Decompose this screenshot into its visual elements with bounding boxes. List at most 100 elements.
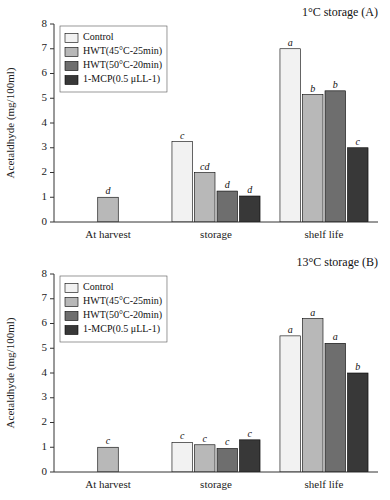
panel: 012345678dccdddabbcAt harveststorageshel… <box>4 5 378 240</box>
bar <box>194 445 215 472</box>
bar <box>194 173 215 223</box>
bar <box>348 148 369 222</box>
legend: ControlHWT(45°C-25min)HWT(50°C-20min)1-M… <box>60 26 167 92</box>
y-tick-label: 1 <box>42 440 48 452</box>
x-tick-label: shelf life <box>305 228 344 240</box>
y-tick <box>50 197 54 198</box>
bar-annotation: c <box>203 433 208 444</box>
x-tick-label: storage <box>200 228 232 240</box>
y-tick-label: 7 <box>42 291 48 303</box>
legend-swatch <box>65 326 78 335</box>
bar-annotation: c <box>180 130 185 141</box>
legend-swatch <box>65 34 78 43</box>
bar <box>172 442 193 472</box>
x-tick-label: At harvest <box>85 228 131 240</box>
y-tick <box>50 123 54 124</box>
y-tick <box>50 472 54 473</box>
page: {"chart_data": [ {"type": "bar", "title"… <box>0 0 390 500</box>
y-axis <box>54 274 55 472</box>
y-tick-label: 8 <box>42 17 48 29</box>
y-tick-label: 8 <box>42 267 48 279</box>
bar-annotation: c <box>356 136 361 147</box>
legend-swatch <box>65 284 78 293</box>
y-tick <box>50 397 54 398</box>
bar <box>280 49 301 222</box>
legend-frame <box>60 26 167 92</box>
y-tick <box>50 447 54 448</box>
legend-label: Control <box>83 281 114 292</box>
y-tick <box>50 48 54 49</box>
bar-annotation: cd <box>200 161 210 172</box>
bar-annotation: c <box>248 428 253 439</box>
legend-label: HWT(45°C-25min) <box>83 295 162 307</box>
bar <box>302 95 323 222</box>
bar-annotation: d <box>247 184 253 195</box>
bar-annotation: a <box>310 307 315 318</box>
bar <box>325 343 346 472</box>
bar <box>98 447 119 472</box>
bar <box>325 91 346 222</box>
y-tick-label: 4 <box>42 116 48 128</box>
title: 13°C storage (B) <box>297 255 378 269</box>
x-axis <box>54 472 378 473</box>
y-tick <box>50 147 54 148</box>
y-tick-label: 3 <box>42 140 48 152</box>
y-axis-label: Acetaldhyde (mg/100ml) <box>4 317 17 428</box>
bar-annotation: b <box>310 83 315 94</box>
bar-annotation: b <box>333 79 338 90</box>
y-tick <box>50 24 54 25</box>
y-tick <box>50 274 54 275</box>
legend-label: HWT(50°C-20min) <box>83 59 162 71</box>
bar <box>217 191 238 222</box>
y-tick <box>50 323 54 324</box>
y-tick-label: 2 <box>42 415 48 427</box>
x-tick-label: storage <box>200 478 232 490</box>
bar <box>348 373 369 472</box>
bar-annotation: a <box>288 37 293 48</box>
bar <box>240 440 261 472</box>
y-tick-label: 2 <box>42 165 48 177</box>
legend-swatch <box>65 312 78 321</box>
chart: 012345678dccdddabbcAt harveststorageshel… <box>0 0 390 500</box>
bar-annotation: c <box>180 430 185 441</box>
y-tick-label: 5 <box>42 91 48 103</box>
bar <box>280 336 301 472</box>
title: 1°C storage (A) <box>302 5 378 19</box>
y-tick-label: 6 <box>42 66 48 78</box>
bar <box>240 196 261 222</box>
bar <box>302 319 323 472</box>
legend-swatch <box>65 298 78 307</box>
y-tick <box>50 222 54 223</box>
y-tick-label: 7 <box>42 41 48 53</box>
legend-label: HWT(50°C-20min) <box>83 309 162 321</box>
bar-annotation: a <box>333 331 338 342</box>
x-axis <box>54 222 378 223</box>
legend-label: Control <box>83 31 114 42</box>
panel: 012345678cccccaaabAt harveststorageshelf… <box>4 255 378 490</box>
y-tick <box>50 373 54 374</box>
legend-label: 1-MCP(0.5 μLL-1) <box>83 73 160 85</box>
bar <box>98 197 119 222</box>
legend: ControlHWT(45°C-25min)HWT(50°C-20min)1-M… <box>60 276 167 342</box>
y-axis <box>54 24 55 222</box>
y-tick <box>50 298 54 299</box>
y-tick-label: 0 <box>42 215 48 227</box>
bar <box>217 448 238 472</box>
bar-annotation: c <box>106 435 111 446</box>
y-tick-label: 0 <box>42 465 48 477</box>
y-tick <box>50 348 54 349</box>
legend-swatch <box>65 76 78 85</box>
y-tick <box>50 172 54 173</box>
y-tick-label: 4 <box>42 366 48 378</box>
x-tick-label: At harvest <box>85 478 131 490</box>
y-tick-label: 1 <box>42 190 48 202</box>
bar-annotation: d <box>106 185 112 196</box>
y-axis-label: Acetaldhyde (mg/100ml) <box>4 67 17 178</box>
bar-annotation: c <box>225 436 230 447</box>
bar <box>172 142 193 222</box>
legend-swatch <box>65 62 78 71</box>
y-tick <box>50 422 54 423</box>
y-tick-label: 3 <box>42 390 48 402</box>
y-tick-label: 5 <box>42 341 48 353</box>
bar-annotation: b <box>355 361 360 372</box>
